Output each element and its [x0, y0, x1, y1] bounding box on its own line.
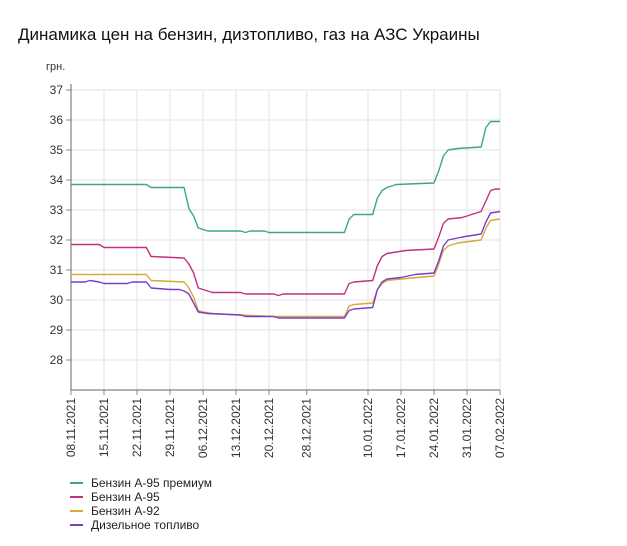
- x-tick-label: 22.11.2021: [130, 398, 144, 457]
- x-tick-label: 31.01.2022: [460, 398, 474, 458]
- series-line-2: [71, 188, 500, 297]
- legend-item: Бензин А-95: [70, 490, 212, 504]
- line-chart: 28 29 30 31 32 33 34 35 36 37 08.11.2021 15.11.2021…: [46, 61, 507, 458]
- legend-swatch: [70, 496, 83, 498]
- series-line-1: [71, 120, 500, 234]
- x-tick-label: 24.01.2022: [427, 398, 441, 458]
- legend-swatch: [70, 524, 83, 526]
- y-tick-label: 33: [50, 203, 64, 217]
- x-tick-label: 07.02.2022: [493, 398, 507, 458]
- x-tick-label: 15.11.2021: [97, 398, 111, 457]
- legend-label: Бензин А-92: [91, 504, 160, 518]
- legend-item: Бензин А-92: [70, 504, 212, 518]
- x-tick-label: 28.12.2021: [300, 398, 314, 458]
- x-tick-label: 13.12.2021: [229, 398, 243, 458]
- y-tick-label: 37: [50, 83, 64, 97]
- legend-label: Дизельное топливо: [91, 518, 200, 532]
- legend-swatch: [70, 482, 83, 484]
- x-tick-label: 08.11.2021: [64, 398, 78, 457]
- legend-item: Дизельное топливо: [70, 518, 212, 532]
- x-tick-label: 17.01.2022: [394, 398, 408, 458]
- y-tick-label: 34: [50, 173, 64, 187]
- legend-item: Бензин А-95 премиум: [70, 476, 212, 490]
- y-tick-label: 36: [50, 113, 64, 127]
- y-axis-unit-label: грн.: [46, 61, 65, 73]
- legend-label: Бензин А-95 премиум: [91, 476, 212, 490]
- x-tick-label: 10.01.2022: [361, 398, 375, 458]
- series-line-4: [71, 210, 501, 319]
- y-tick-label: 32: [50, 233, 64, 247]
- x-tick-label: 06.12.2021: [196, 398, 210, 458]
- x-tick-label: 29.11.2021: [163, 398, 177, 457]
- y-tick-label: 28: [50, 353, 64, 367]
- y-tick-label: 29: [50, 323, 64, 337]
- y-tick-label: 30: [50, 293, 64, 307]
- y-tick-label: 31: [50, 263, 64, 277]
- chart-legend: Бензин А-95 премиум Бензин А-95 Бензин А-9…: [70, 476, 212, 532]
- legend-swatch: [70, 510, 83, 512]
- y-tick-label: 35: [50, 143, 64, 157]
- x-tick-label: 20.12.2021: [262, 398, 276, 458]
- series-line-3: [71, 218, 501, 318]
- chart-title: Динамика цен на бензин, дизтопливо, газ …: [18, 25, 480, 44]
- legend-label: Бензин А-95: [91, 490, 160, 504]
